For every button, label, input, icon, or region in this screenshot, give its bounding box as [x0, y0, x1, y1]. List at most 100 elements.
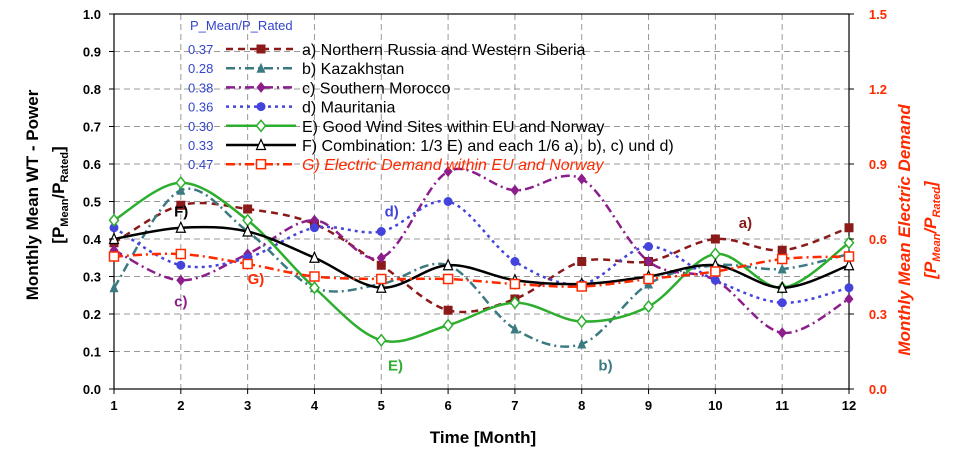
y-left-tick-label: 0.1 [83, 345, 101, 360]
x-tick-label: 7 [511, 398, 518, 413]
legend-ratio: 0.37 [188, 42, 213, 57]
right-axis-title-main: Monthly Mean Electric Demand [895, 104, 914, 356]
annotation-label: d) [385, 204, 399, 221]
data-point [443, 305, 453, 315]
y-right-tick-label: 0.9 [869, 157, 887, 172]
x-tick-label: 1 [110, 398, 117, 413]
data-point [176, 184, 186, 195]
data-point [242, 224, 254, 237]
data-point [843, 236, 855, 250]
data-point [710, 266, 721, 277]
series-line [113, 201, 850, 314]
data-point [442, 273, 454, 285]
legend-swatch-marker [256, 44, 266, 54]
x-tick-label: 5 [378, 398, 385, 413]
series-d-mauritania [109, 197, 854, 308]
tick-labels: 1 2 3 4 5 6 7 8 9 10 11 120.00.10.20.30.40.50.60.70… [83, 7, 887, 413]
data-point [376, 227, 386, 236]
data-point [644, 256, 654, 267]
data-point [308, 281, 320, 295]
data-point [776, 280, 788, 293]
x-tick-label: 6 [444, 398, 451, 413]
legend-header: P_Mean/P_Rated [190, 18, 293, 33]
y-right-tick-label: 0.0 [869, 382, 887, 397]
x-tick-label: 2 [177, 398, 184, 413]
y-right-tick-label: 0.3 [869, 307, 887, 322]
data-point [108, 213, 120, 227]
legend-ratio: 0.28 [188, 61, 213, 76]
left-axis-title-main: Monthly Mean WT - Power [23, 89, 42, 300]
legend-entry: 0.37 a) Northern Russia and Western Siber… [188, 42, 585, 59]
annotation-label: G) [248, 271, 265, 288]
right-unit-sub2: Rated [931, 187, 943, 218]
data-point [576, 281, 587, 292]
left-unit-close: ] [49, 146, 68, 152]
y-left-tick-label: 0.5 [83, 195, 101, 210]
data-point [643, 273, 654, 285]
data-point [442, 318, 454, 332]
left-unit-open: [P [49, 227, 68, 244]
legend-swatch-marker [256, 81, 266, 93]
x-tick-label: 10 [708, 398, 722, 413]
data-point [777, 298, 787, 308]
legend-entry: 0.47 G) Electric Demand within EU and Nor… [188, 157, 604, 174]
legend-label: a) Northern Russia and Western Siberia [302, 42, 585, 59]
legend-ratio: 0.47 [188, 157, 213, 172]
legend-entry: 0.36 d) Mauritania [188, 100, 395, 117]
data-point [777, 327, 787, 339]
series-line [113, 181, 850, 343]
data-point [309, 250, 320, 263]
legend-swatch-marker [256, 62, 266, 73]
y-left-tick-label: 0.3 [83, 270, 101, 285]
legend-ratio: 0.38 [188, 80, 213, 95]
data-point [776, 253, 788, 265]
legend-entry: 0.28 b) Kazakhstan [188, 61, 404, 78]
data-point [309, 271, 320, 282]
series-layer [108, 166, 855, 349]
right-unit-close: ] [921, 180, 940, 189]
x-tick-label: 8 [578, 398, 585, 413]
legend-ratio: 0.30 [188, 119, 213, 134]
data-point [844, 283, 854, 293]
data-point [109, 223, 119, 233]
left-axis-title: Monthly Mean WT - Power [PMean/PRated] [23, 89, 71, 300]
data-point [510, 323, 520, 334]
left-unit-sub1: Mean [59, 198, 71, 226]
data-point [175, 176, 187, 190]
x-tick-label: 3 [244, 398, 251, 413]
data-point [844, 223, 854, 233]
data-point [509, 278, 521, 290]
series-line [113, 225, 850, 290]
right-axis-title-unit: [PMean/PRated] [921, 180, 943, 280]
legend-label: b) Kazakhstan [302, 61, 404, 78]
series-e-good-wind-sites-within-eu-and-norway [108, 176, 855, 347]
y-left-tick-label: 0.4 [83, 232, 102, 247]
data-point [509, 296, 521, 310]
legend: P_Mean/P_Rated 0.37 a) Northern Russia and… [188, 18, 674, 174]
y-left-tick-label: 0.8 [83, 82, 101, 97]
right-unit-sub1: Mean [931, 233, 943, 261]
legend-label: d) Mauritania [302, 100, 395, 117]
data-point [309, 223, 319, 233]
data-point [376, 252, 386, 264]
y-left-tick-label: 0.9 [83, 45, 101, 60]
data-point [710, 234, 720, 244]
annotation-label: b) [598, 357, 612, 374]
data-point [709, 247, 721, 261]
x-tick-label: 11 [775, 398, 789, 413]
annotation-label: c) [174, 294, 187, 311]
x-axis-title: Time [Month] [430, 428, 536, 447]
y-left-tick-label: 1.0 [83, 7, 101, 22]
data-point [576, 314, 588, 329]
right-unit-slash: /P [921, 217, 940, 235]
legend-swatch-marker [255, 119, 267, 133]
left-axis-title-unit: [PMean/PRated] [49, 146, 71, 243]
data-point [510, 257, 520, 266]
data-point [644, 242, 654, 251]
data-point [443, 166, 453, 177]
data-point [577, 338, 587, 349]
data-point [175, 248, 187, 260]
data-point [109, 282, 119, 293]
data-point [375, 333, 387, 347]
